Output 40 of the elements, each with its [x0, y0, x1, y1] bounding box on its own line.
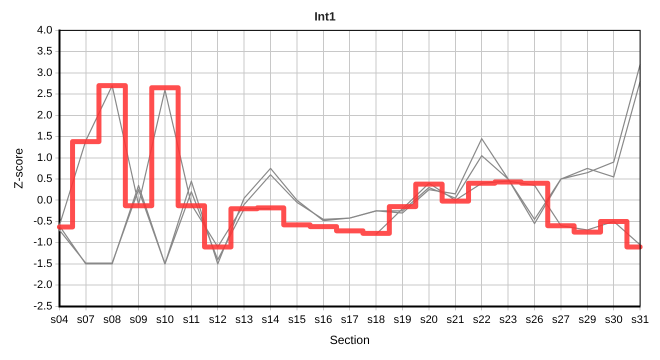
- x-tick-label: s27: [552, 314, 570, 326]
- x-tick-label: s04: [50, 314, 68, 326]
- x-tick-label: s19: [394, 314, 412, 326]
- x-tick-label: s20: [420, 314, 438, 326]
- x-tick-label: s22: [472, 314, 491, 326]
- x-tick-label: s14: [262, 314, 280, 326]
- y-tick-label: 1.0: [37, 152, 52, 164]
- x-tick-label: s17: [340, 314, 359, 326]
- y-tick-label: 3.0: [37, 66, 52, 79]
- y-tick-label: 0.5: [37, 173, 52, 186]
- x-tick-label: s23: [499, 314, 518, 326]
- x-tick-label: s11: [182, 314, 200, 326]
- chart-title: Int1: [314, 10, 336, 24]
- x-tick-label: s29: [578, 314, 596, 326]
- x-axis-title: Section: [330, 333, 370, 348]
- x-tick-label: s09: [130, 314, 148, 326]
- x-tick-label: s26: [526, 314, 544, 326]
- y-tick-label: 4.0: [37, 24, 52, 36]
- y-tick-label: 2.5: [37, 88, 52, 100]
- y-axis-title: Z-score: [12, 148, 26, 189]
- x-tick-label: s18: [367, 314, 386, 326]
- x-tick-label: s12: [208, 314, 227, 326]
- x-tick-label: s21: [446, 314, 464, 326]
- x-tick-label: s16: [314, 314, 332, 326]
- x-tick-label: s13: [235, 314, 254, 326]
- y-tick-label: 3.5: [37, 46, 52, 58]
- y-tick-label: 2.0: [37, 109, 52, 122]
- y-tick-label: -1.5: [33, 258, 52, 270]
- y-tick-label: 0.0: [37, 194, 52, 206]
- x-tick-label: s31: [631, 314, 650, 326]
- x-tick-label: s08: [103, 314, 122, 326]
- x-tick-label: s15: [288, 314, 306, 326]
- y-tick-label: -2.5: [33, 300, 52, 312]
- y-tick-label: -2.0: [33, 279, 52, 292]
- y-tick-label: 1.5: [37, 130, 52, 143]
- x-tick-label: s10: [156, 314, 174, 326]
- x-tick-label: s30: [604, 314, 623, 326]
- x-tick-label: s07: [76, 314, 95, 326]
- y-tick-label: -0.5: [33, 216, 52, 228]
- y-tick-label: -1.0: [33, 236, 52, 249]
